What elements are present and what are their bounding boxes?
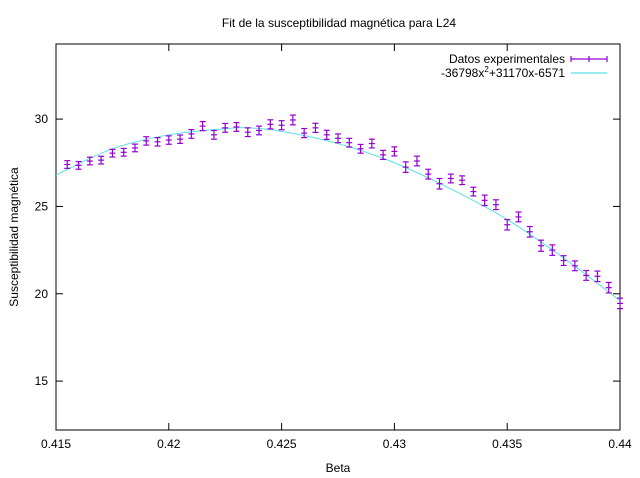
data-point [109, 148, 116, 158]
x-axis-label: Beta [326, 461, 351, 475]
legend: Datos experimentales -36798x2+31170x-657… [441, 52, 608, 80]
data-point [75, 160, 82, 170]
data-point [538, 239, 545, 252]
data-point [594, 270, 601, 283]
data-point [210, 129, 217, 140]
data-point [289, 114, 296, 126]
data-point [233, 121, 240, 132]
data-point [256, 125, 263, 136]
x-axis: 0.415 0.42 0.425 0.43 0.435 0.44 [41, 44, 632, 451]
fit-curve-line [55, 127, 621, 302]
data-point [244, 127, 251, 138]
data-point [413, 155, 420, 167]
data-point [470, 186, 477, 197]
legend-fit-sup: 2 [484, 65, 489, 74]
legend-fit-rest: +31170x-6571 [489, 66, 566, 80]
data-point [560, 255, 567, 267]
data-point [481, 194, 488, 207]
data-point [402, 161, 409, 173]
data-point [583, 269, 590, 281]
legend-fit-main: -36798x [441, 66, 484, 80]
data-point [391, 146, 398, 157]
fit-series [55, 127, 621, 302]
data-point [64, 160, 71, 169]
data-series [64, 114, 623, 310]
data-point [380, 149, 387, 161]
data-point [86, 156, 93, 166]
data-point [154, 137, 161, 147]
data-point [267, 119, 274, 130]
data-point [165, 135, 172, 145]
data-point [425, 168, 432, 180]
x-tick-label: 0.415 [41, 437, 71, 451]
data-point [504, 218, 511, 231]
plot-area [55, 43, 621, 431]
data-point [492, 199, 499, 211]
data-point [143, 136, 150, 146]
data-point [222, 122, 229, 133]
y-tick-label: 15 [35, 374, 49, 388]
data-point [617, 297, 623, 310]
data-point [177, 134, 184, 144]
data-point [571, 260, 578, 272]
data-point [605, 281, 612, 294]
data-point [278, 120, 285, 131]
data-point [188, 128, 195, 139]
data-point [436, 177, 443, 190]
x-tick-label: 0.435 [492, 437, 522, 451]
data-point [199, 120, 206, 132]
data-point [447, 173, 454, 184]
plot-frame [55, 43, 621, 431]
data-point [301, 127, 308, 139]
data-point [526, 225, 533, 238]
x-tick-label: 0.43 [383, 437, 407, 451]
data-point [368, 138, 375, 149]
data-point [459, 175, 466, 186]
legend-sample-data [570, 56, 608, 62]
data-point [120, 147, 127, 157]
data-point [357, 143, 364, 154]
data-point [98, 155, 105, 165]
y-tick-label: 25 [35, 199, 49, 213]
data-point [346, 137, 353, 148]
chart-title: Fit de la susceptibilidad magnética para… [222, 16, 456, 30]
data-point [131, 143, 138, 153]
data-point [312, 122, 319, 133]
data-point [335, 133, 341, 144]
y-axis-label: Susceptibilidad magnética [7, 167, 21, 307]
legend-label-fit: -36798x2+31170x-6571 [441, 65, 565, 80]
x-tick-label: 0.44 [608, 437, 632, 451]
x-tick-label: 0.425 [267, 437, 297, 451]
y-tick-label: 20 [35, 287, 49, 301]
data-point [515, 211, 522, 223]
y-axis: 15 20 25 30 [35, 112, 620, 388]
y-tick-label: 30 [35, 112, 49, 126]
data-point [549, 244, 556, 256]
data-point [323, 129, 330, 140]
legend-label-data: Datos experimentales [449, 52, 565, 66]
x-tick-label: 0.42 [157, 437, 181, 451]
